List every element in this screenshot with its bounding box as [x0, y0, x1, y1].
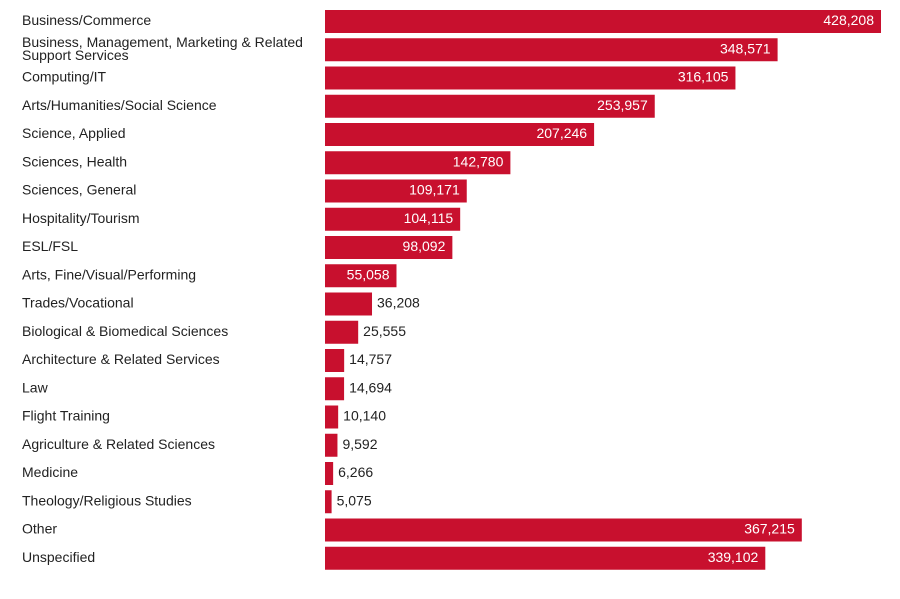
bar-business-commerce	[325, 10, 881, 33]
value-label-architecture-related-services: 14,757	[349, 351, 392, 367]
category-label-flight-training: Flight Training	[22, 408, 110, 424]
value-label-sciences-general: 109,171	[409, 182, 460, 198]
category-label-medicine: Medicine	[22, 464, 78, 480]
value-label-sciences-health: 142,780	[453, 153, 504, 169]
category-label-architecture-related-services: Architecture & Related Services	[22, 351, 220, 367]
bar-arts-fine-visual-performing	[325, 264, 397, 288]
bar-medicine	[325, 462, 334, 485]
value-label-arts-humanities-social-science: 253,957	[597, 97, 648, 113]
value-label-arts-fine-visual-performing: 55,058	[347, 266, 390, 282]
value-label-agriculture-related-sciences: 9,592	[342, 436, 377, 452]
category-label-computing-it: Computing/IT	[22, 69, 106, 85]
value-label-business-commerce: 428,208	[823, 12, 874, 28]
bar-trades-vocational	[325, 292, 373, 316]
category-label-agriculture-related-sciences: Agriculture & Related Sciences	[22, 436, 215, 452]
category-label-line: Support Services	[22, 47, 129, 63]
bar-science-applied	[325, 123, 595, 146]
bar-other	[325, 518, 802, 542]
category-label-sciences-general: Sciences, General	[22, 182, 136, 198]
category-label-theology-religious-studies: Theology/Religious Studies	[22, 492, 192, 508]
category-label-biological-biomedical-sciences: Biological & Biomedical Sciences	[22, 323, 228, 339]
category-label-trades-vocational: Trades/Vocational	[22, 295, 134, 311]
bar-esl-fsl	[325, 236, 453, 259]
bar-unspecified	[325, 546, 766, 570]
category-labels: Business/Commerce Business, Management, M…	[22, 12, 303, 565]
category-label-law: Law	[22, 379, 49, 395]
value-label-science-applied: 207,246	[536, 125, 587, 141]
bar-law	[325, 377, 345, 401]
value-label-flight-training: 10,140	[343, 408, 386, 424]
category-label-hospitality-tourism: Hospitality/Tourism	[22, 210, 139, 226]
value-label-theology-religious-studies: 5,075	[337, 492, 372, 508]
category-label-business-management-marketing-related-support-services: Business, Management, Marketing & Relate…	[22, 34, 303, 63]
value-label-business-management-marketing-related-support-services: 348,571	[720, 40, 771, 56]
category-label-sciences-health: Sciences, Health	[22, 153, 127, 169]
category-label-line: Business, Management, Marketing & Relate…	[22, 34, 303, 50]
bar-theology-religious-studies	[325, 490, 332, 514]
category-label-esl-fsl: ESL/FSL	[22, 238, 78, 254]
bar-hospitality-tourism	[325, 207, 461, 231]
value-label-esl-fsl: 98,092	[403, 238, 446, 254]
bar-sciences-health	[325, 151, 511, 175]
value-label-unspecified: 339,102	[708, 549, 759, 565]
value-label-law: 14,694	[349, 379, 392, 395]
category-label-science-applied: Science, Applied	[22, 125, 126, 141]
category-label-arts-humanities-social-science: Arts/Humanities/Social Science	[22, 97, 217, 113]
bars	[325, 10, 881, 570]
bar-business-management-marketing-related-support-services	[325, 38, 778, 62]
bar-architecture-related-services	[325, 349, 345, 372]
value-label-biological-biomedical-sciences: 25,555	[363, 323, 406, 339]
bar-computing-it	[325, 66, 736, 90]
value-labels: 428,208 348,571 316,105 253,957 207,246 142,7…	[337, 12, 875, 565]
category-label-other: Other	[22, 521, 57, 537]
bar-sciences-general	[325, 179, 467, 203]
category-label-arts-fine-visual-performing: Arts, Fine/Visual/Performing	[22, 266, 196, 282]
category-label-business-commerce: Business/Commerce	[22, 12, 151, 28]
category-label-unspecified: Unspecified	[22, 549, 95, 565]
value-label-computing-it: 316,105	[678, 69, 729, 85]
bar-flight-training	[325, 405, 339, 429]
value-label-medicine: 6,266	[338, 464, 373, 480]
value-label-trades-vocational: 36,208	[377, 295, 420, 311]
value-label-hospitality-tourism: 104,115	[404, 210, 454, 226]
value-label-other: 367,215	[744, 521, 795, 537]
bar-agriculture-related-sciences	[325, 433, 338, 457]
bar-biological-biomedical-sciences	[325, 320, 359, 344]
bar-arts-humanities-social-science	[325, 94, 655, 118]
